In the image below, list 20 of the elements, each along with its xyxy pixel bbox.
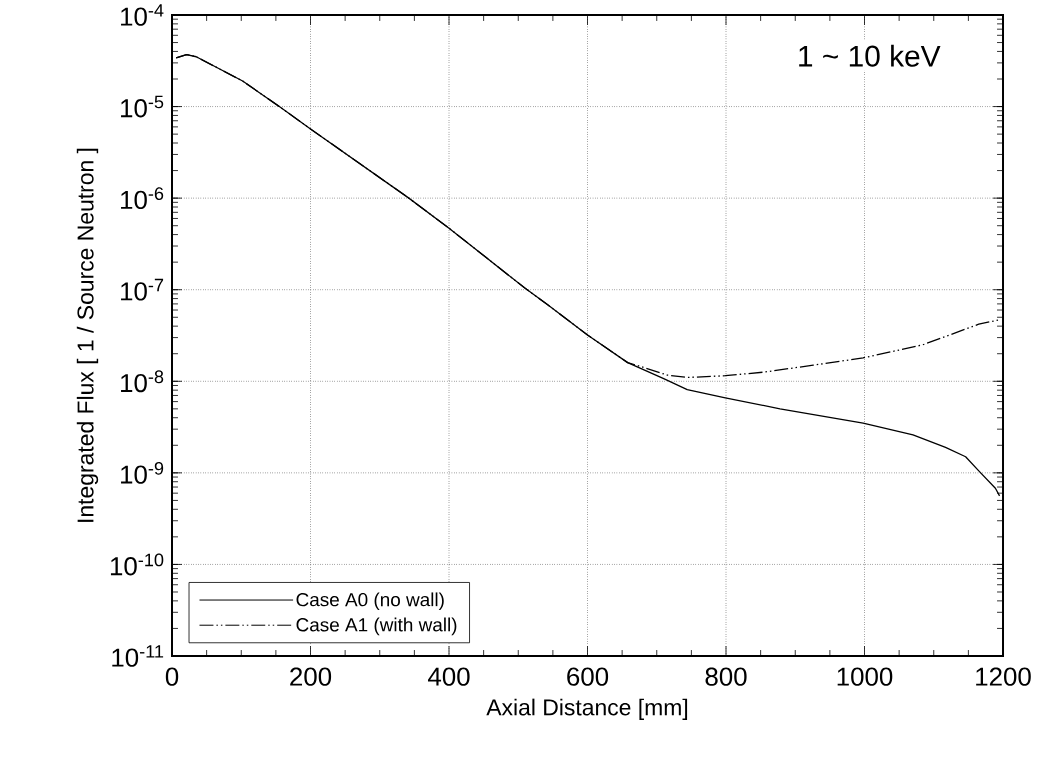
- y-tick-label: 10$^{-11}$: [112, 645, 164, 667]
- x-tick-label: 600: [567, 667, 609, 686]
- annotation: 1 ~ 10 keV: [799, 44, 941, 67]
- y-tick-label: 10$^{-10}$: [110, 553, 164, 576]
- x-axis-title: Axial Distance [mm]: [486, 698, 688, 720]
- x-tick-label: 400: [427, 667, 470, 686]
- legend-label: Case A1 (with wall): [296, 617, 457, 636]
- x-tick-label: 800: [705, 667, 747, 686]
- y-tick-label: 10$^{-8}$: [121, 370, 164, 393]
- y-tick-label: 10$^{-6}$: [121, 187, 164, 210]
- x-tick-label: 0: [165, 667, 179, 686]
- y-axis-title: Integrated Flux [ 1 / Source Neutron ]: [76, 148, 99, 522]
- y-tick-label: 10$^{-5}$: [121, 95, 164, 118]
- y-tick-label: 10$^{-4}$: [121, 4, 164, 26]
- y-tick-label: 10$^{-7}$: [121, 278, 164, 301]
- y-tick-label: 10$^{-9}$: [121, 461, 164, 484]
- x-tick-label: 200: [290, 667, 332, 686]
- x-tick-label: 1200: [976, 667, 1031, 686]
- x-tick-label: 1000: [837, 667, 893, 686]
- legend-label: Case A0 (no wall): [296, 592, 444, 611]
